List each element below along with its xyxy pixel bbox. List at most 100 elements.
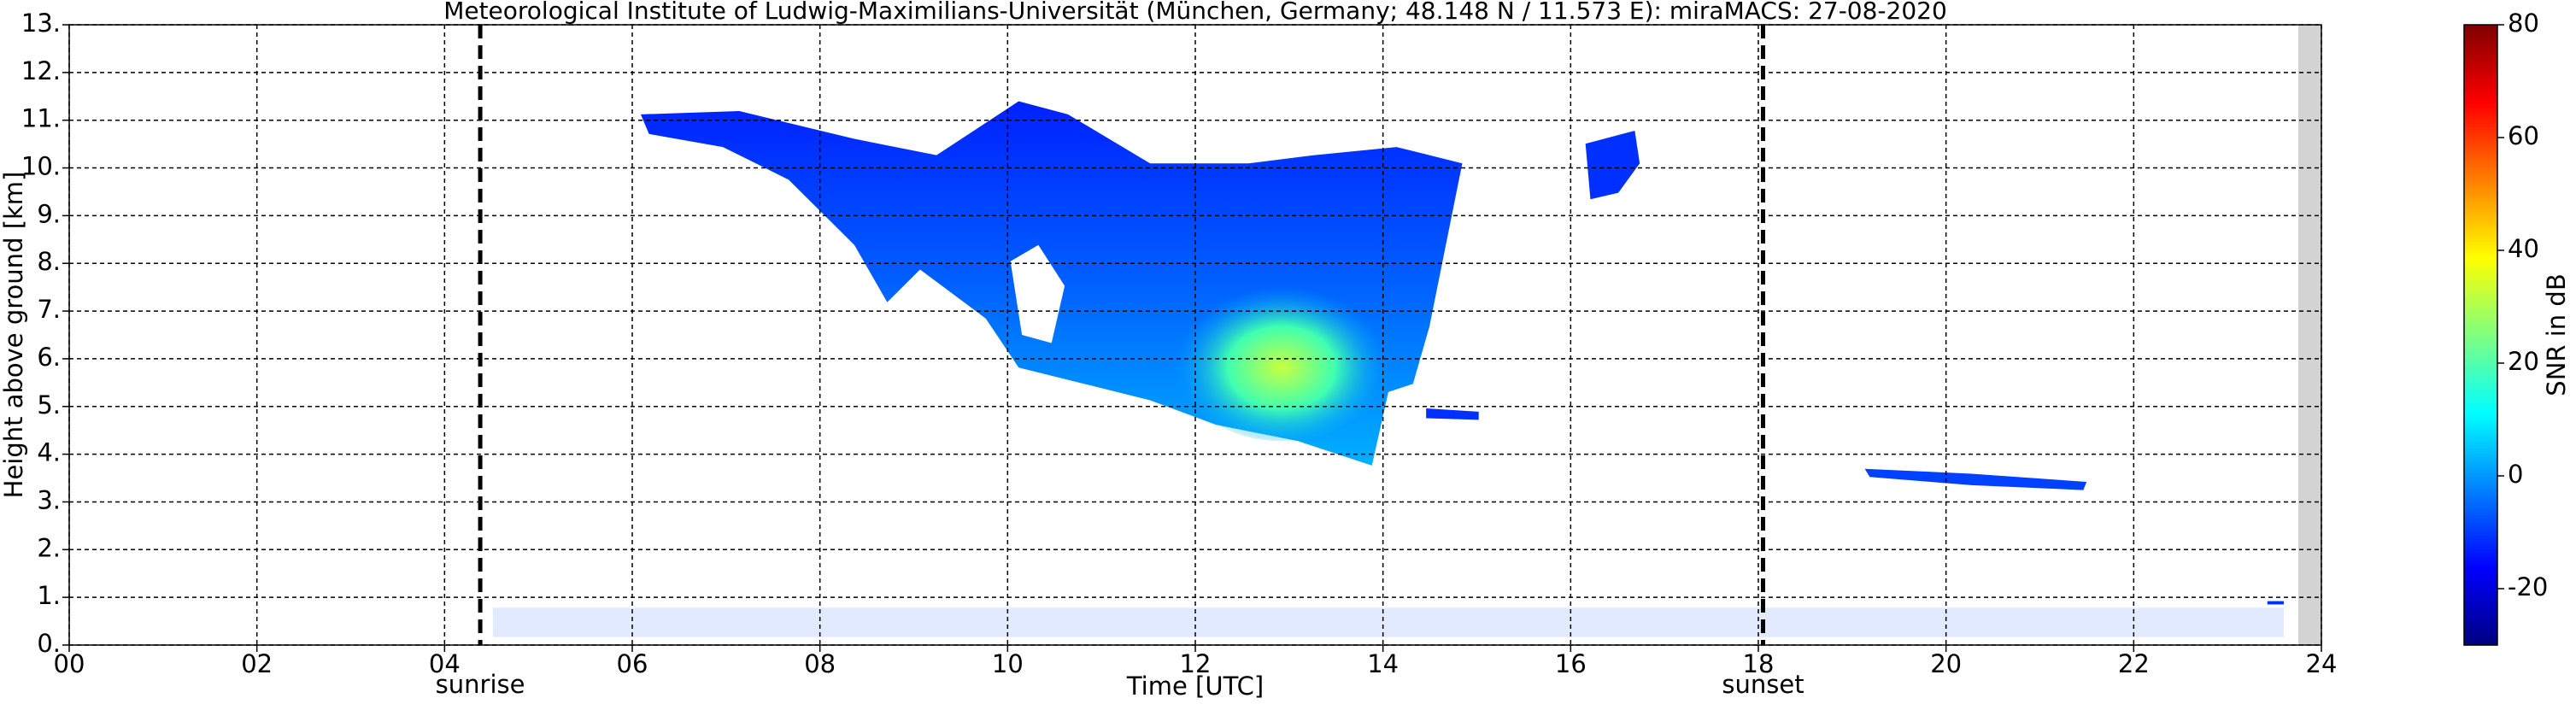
colorbar-step <box>2464 307 2497 310</box>
colorbar-tick-label: -20 <box>2508 572 2548 601</box>
colorbar-step <box>2464 464 2497 468</box>
colorbar-step <box>2464 101 2497 104</box>
colorbar-step <box>2464 27 2497 32</box>
y-tick-label: 3. <box>37 485 61 514</box>
clutter <box>492 607 2284 637</box>
colorbar-step <box>2464 53 2497 56</box>
colorbar-step <box>2464 481 2497 485</box>
colorbar-step <box>2464 633 2497 637</box>
colorbar-step <box>2464 461 2497 466</box>
colorbar-step <box>2464 50 2497 54</box>
colorbar-step <box>2464 138 2497 141</box>
colorbar-step <box>2464 279 2497 282</box>
colorbar-step <box>2464 286 2497 290</box>
colorbar-step <box>2464 258 2497 262</box>
colorbar-step <box>2464 453 2497 457</box>
colorbar-step <box>2464 585 2497 590</box>
colorbar-step <box>2464 216 2497 220</box>
colorbar-step <box>2464 459 2497 463</box>
colorbar-step <box>2464 605 2497 609</box>
x-axis-label: Time [UTC] <box>1126 672 1264 701</box>
colorbar-step <box>2464 368 2497 373</box>
colorbar-step <box>2464 185 2497 189</box>
colorbar-step <box>2464 44 2497 48</box>
colorbar-step <box>2464 520 2497 525</box>
colorbar-step <box>2464 267 2497 271</box>
cloud <box>1585 130 1640 200</box>
colorbar-step <box>2464 560 2497 564</box>
colorbar-step <box>2464 577 2497 581</box>
colorbar-step <box>2464 472 2497 477</box>
colorbar-step <box>2464 419 2497 423</box>
x-tick-label: 12 <box>1180 649 1212 678</box>
colorbar-step <box>2464 515 2497 519</box>
colorbar-step <box>2464 414 2497 418</box>
colorbar-step <box>2464 298 2497 302</box>
colorbar-step <box>2464 244 2497 249</box>
colorbar-step <box>2464 236 2497 240</box>
colorbar-step <box>2464 363 2497 367</box>
colorbar-step <box>2464 484 2497 488</box>
colorbar-step <box>2464 608 2497 612</box>
colorbar-step <box>2464 552 2497 555</box>
colorbar-step <box>2464 642 2497 646</box>
colorbar-step <box>2464 290 2497 294</box>
y-tick-label: 7. <box>37 295 61 324</box>
colorbar-label: SNR in dB <box>2542 273 2571 396</box>
colorbar-step <box>2464 501 2497 505</box>
colorbar-step <box>2464 270 2497 273</box>
colorbar-step <box>2464 572 2497 576</box>
colorbar-step <box>2464 631 2497 635</box>
colorbar-step <box>2464 371 2497 375</box>
colorbar-step <box>2464 492 2497 496</box>
colorbar-step <box>2464 230 2497 234</box>
cloud <box>1426 408 1479 420</box>
colorbar-step <box>2464 329 2497 333</box>
colorbar-step <box>2464 343 2497 347</box>
colorbar-step <box>2464 622 2497 626</box>
colorbar-step <box>2464 143 2497 147</box>
colorbar-step <box>2464 36 2497 40</box>
colorbar-step <box>2464 64 2497 68</box>
colorbar-step <box>2464 78 2497 82</box>
y-axis-label: Height above ground [km] <box>0 172 28 499</box>
colorbar-step <box>2464 112 2497 116</box>
colorbar-step <box>2464 208 2497 212</box>
colorbar-step <box>2464 366 2497 370</box>
colorbar-step <box>2464 518 2497 522</box>
colorbar-step <box>2464 394 2497 398</box>
colorbar-tick-label: 60 <box>2508 121 2539 150</box>
plot-area <box>492 25 2321 645</box>
colorbar-step <box>2464 478 2497 483</box>
chart-title: Meteorological Institute of Ludwig-Maxim… <box>443 0 1947 25</box>
colorbar-step <box>2464 219 2497 223</box>
colorbar-step <box>2464 526 2497 531</box>
colorbar-step <box>2464 173 2497 178</box>
colorbar-step <box>2464 292 2497 296</box>
colorbar-step <box>2464 157 2497 161</box>
y-tick-label: 12. <box>21 56 61 85</box>
colorbar-tick-label: 80 <box>2508 9 2539 38</box>
x-tick-label: 00 <box>54 649 85 678</box>
colorbar-step <box>2464 546 2497 550</box>
colorbar-step <box>2464 388 2497 392</box>
colorbar-step <box>2464 58 2497 62</box>
colorbar-step <box>2464 383 2497 386</box>
colorbar-step <box>2464 264 2497 268</box>
colorbar-step <box>2464 568 2497 572</box>
colorbar-step <box>2464 628 2497 632</box>
x-tick-label: 14 <box>1367 649 1399 678</box>
colorbar-step <box>2464 583 2497 587</box>
colorbar-step <box>2464 613 2497 618</box>
colorbar-step <box>2464 351 2497 355</box>
colorbar-step <box>2464 309 2497 314</box>
colorbar-step <box>2464 396 2497 401</box>
colorbar-step <box>2464 120 2497 125</box>
colorbar-tick-label: 0 <box>2508 460 2523 489</box>
y-tick-label: 0. <box>37 629 61 658</box>
colorbar-step <box>2464 448 2497 451</box>
colorbar-step <box>2464 504 2497 507</box>
colorbar-step <box>2464 591 2497 595</box>
colorbar-step <box>2464 205 2497 209</box>
